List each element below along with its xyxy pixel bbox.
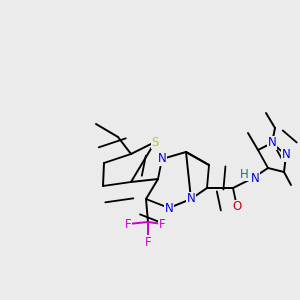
Text: F: F — [145, 236, 151, 248]
Text: N: N — [250, 172, 260, 184]
Text: O: O — [232, 200, 242, 214]
Text: N: N — [282, 148, 290, 161]
Text: F: F — [125, 218, 131, 230]
Text: F: F — [159, 218, 165, 230]
Text: N: N — [158, 152, 166, 166]
Text: N: N — [165, 202, 173, 214]
Text: N: N — [187, 193, 195, 206]
Text: N: N — [268, 136, 276, 149]
Text: H: H — [240, 167, 249, 181]
Text: S: S — [151, 136, 159, 148]
